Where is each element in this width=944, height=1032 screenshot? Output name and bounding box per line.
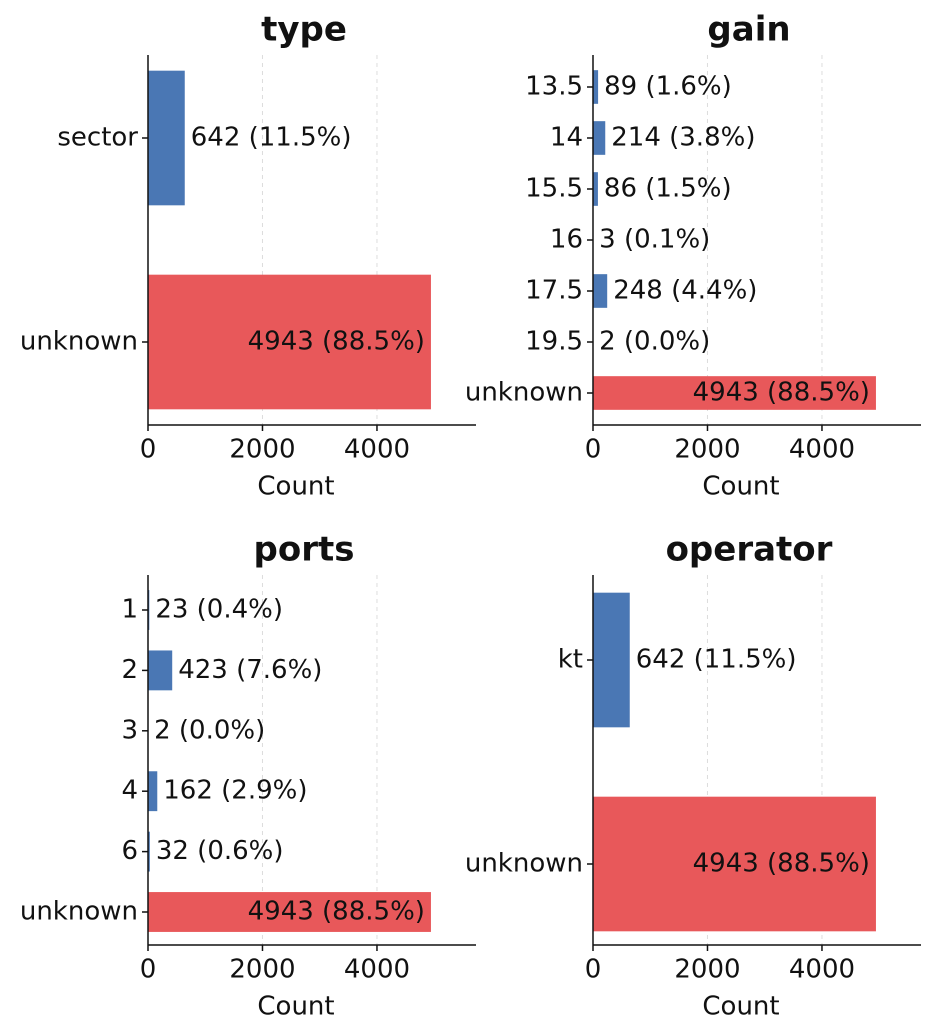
value-label: 2 (0.0%)	[154, 715, 265, 745]
y-tick-label: 6	[121, 836, 138, 866]
value-label: 423 (7.6%)	[178, 655, 322, 685]
x-tick-label: 2000	[229, 955, 295, 985]
y-tick-label: unknown	[465, 849, 583, 879]
value-label: 162 (2.9%)	[163, 776, 307, 806]
bar	[148, 831, 150, 872]
bar	[593, 796, 876, 932]
y-tick-label: 2	[121, 655, 138, 685]
bar	[148, 892, 431, 932]
bar	[593, 172, 598, 206]
y-tick-label: 1	[121, 595, 138, 625]
value-label: 642 (11.5%)	[636, 645, 797, 675]
value-label: 642 (11.5%)	[191, 123, 352, 153]
chart-title: gain	[707, 10, 790, 50]
bar	[148, 274, 431, 410]
y-tick-label: 19.5	[525, 327, 583, 357]
x-tick-label: 4000	[789, 435, 855, 465]
bar	[593, 376, 876, 410]
bar	[148, 650, 173, 691]
y-tick-label: unknown	[465, 378, 583, 408]
x-axis-label: Count	[257, 472, 334, 502]
bar	[593, 592, 630, 728]
value-label: 4943 (88.5%)	[248, 897, 425, 927]
x-tick-label: 4000	[789, 955, 855, 985]
value-label: 3 (0.1%)	[599, 225, 710, 255]
x-tick-label: 4000	[344, 955, 410, 985]
chart-title: type	[261, 10, 347, 50]
x-tick-label: 2000	[674, 435, 740, 465]
x-tick-label: 0	[140, 955, 157, 985]
x-axis-label: Count	[702, 472, 779, 502]
bar	[148, 771, 158, 812]
bar	[593, 70, 599, 104]
value-label: 89 (1.6%)	[604, 72, 732, 102]
bar	[148, 70, 185, 206]
y-tick-label: 15.5	[525, 174, 583, 204]
y-tick-label: 17.5	[525, 276, 583, 306]
value-label: 2 (0.0%)	[599, 327, 710, 357]
value-label: 4943 (88.5%)	[693, 849, 870, 879]
chart-title: ports	[254, 530, 355, 570]
x-tick-label: 0	[585, 435, 602, 465]
value-label: 86 (1.5%)	[604, 174, 732, 204]
x-tick-label: 0	[140, 435, 157, 465]
y-tick-label: kt	[558, 645, 583, 675]
x-tick-label: 0	[585, 955, 602, 985]
y-tick-label: 14	[550, 123, 583, 153]
x-axis-label: Count	[702, 992, 779, 1022]
y-tick-label: sector	[57, 123, 138, 153]
value-label: 248 (4.4%)	[613, 276, 757, 306]
x-tick-label: 2000	[229, 435, 295, 465]
x-tick-label: 4000	[344, 435, 410, 465]
y-tick-label: unknown	[20, 327, 138, 357]
x-axis-label: Count	[257, 992, 334, 1022]
value-label: 4943 (88.5%)	[693, 378, 870, 408]
value-label: 32 (0.6%)	[156, 836, 284, 866]
value-label: 23 (0.4%)	[155, 595, 283, 625]
y-tick-label: 4	[121, 776, 138, 806]
y-tick-label: unknown	[20, 897, 138, 927]
x-tick-label: 2000	[674, 955, 740, 985]
bar	[593, 121, 606, 155]
y-tick-label: 13.5	[525, 72, 583, 102]
value-label: 214 (3.8%)	[611, 123, 755, 153]
bar	[593, 274, 608, 308]
chart-title: operator	[666, 530, 833, 570]
y-tick-label: 16	[550, 225, 583, 255]
value-label: 4943 (88.5%)	[248, 327, 425, 357]
y-tick-label: 3	[121, 715, 138, 745]
